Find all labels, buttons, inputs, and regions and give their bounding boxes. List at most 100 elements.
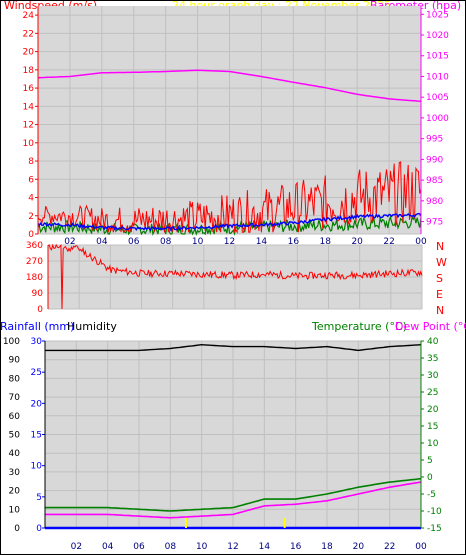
climate-x-tick: 10	[196, 542, 208, 552]
windspeed-tick: 0	[28, 230, 34, 240]
barometer-tick: 1000	[426, 114, 449, 124]
wind-panel: Windspeed (m/s) 24 hour graph day : 22 N…	[4, 0, 461, 247]
dewpoint-line	[45, 481, 422, 519]
temperature-tick-labels: 40 35 30 25 20 15 10 5 0 -5 -10 -15	[421, 337, 442, 534]
rainfall-tick: 5	[36, 493, 42, 503]
compass-label: E	[436, 288, 443, 301]
barometer-tick: 980	[426, 197, 443, 207]
temperature-tick: 5	[427, 456, 433, 466]
rainfall-tick: 10	[31, 462, 43, 472]
humidity-tick: 50	[9, 431, 21, 441]
temperature-tick: 15	[427, 422, 438, 432]
rainfall-axis-label: Rainfall (mm)	[0, 320, 74, 333]
barometer-tick: 985	[426, 176, 443, 186]
humidity-tick: 40	[9, 449, 21, 459]
wind-series-group	[37, 69, 422, 237]
windspeed-tick: 8	[28, 157, 34, 167]
wind-min-line	[37, 215, 422, 237]
temperature-tick: 40	[427, 337, 439, 347]
wind-x-tick: 16	[288, 237, 300, 247]
barometer-tick: 1005	[426, 93, 449, 103]
temperature-tick: -15	[427, 524, 442, 534]
temperature-tick: 0	[427, 473, 433, 483]
windspeed-tick: 22	[23, 29, 34, 39]
climate-x-tick: 00	[415, 542, 427, 552]
windspeed-tick: 20	[23, 48, 35, 58]
humidity-line	[45, 343, 422, 352]
wind-direction-line	[47, 243, 423, 310]
wind-x-tick: 14	[256, 237, 268, 247]
humidity-tick: 20	[9, 487, 21, 497]
barometer-tick: 1020	[426, 31, 449, 41]
climate-x-tick: 02	[71, 542, 82, 552]
humidity-tick: 70	[9, 393, 21, 403]
climate-x-tick-labels: 02 04 06 08 10 12 14 16 18 20 22 00	[71, 542, 427, 552]
wind-average-line	[37, 212, 422, 232]
temperature-tick: 25	[427, 388, 438, 398]
rainfall-tick: 30	[31, 337, 43, 347]
wind-gust-line	[37, 161, 422, 234]
direction-tick: 270	[26, 257, 43, 267]
windspeed-tick: 16	[23, 84, 35, 94]
climate-series-group	[45, 343, 422, 530]
temperature-tick: -5	[427, 490, 436, 500]
barometer-tick-labels: 1025 1020 1015 1010 1005 1000 995 990 985 980 975	[421, 10, 449, 228]
wind-x-tick: 02	[64, 237, 75, 247]
barometer-tick: 990	[426, 155, 443, 165]
wind-gridlines	[38, 6, 422, 235]
humidity-tick: 60	[9, 412, 21, 422]
windspeed-tick: 6	[28, 175, 34, 185]
windspeed-tick: 18	[23, 66, 35, 76]
windspeed-tick: 10	[23, 139, 35, 149]
climate-x-tick: 18	[321, 542, 333, 552]
windspeed-tick: 4	[28, 194, 34, 204]
compass-label: S	[436, 272, 443, 285]
temperature-axis-label: Temperature (°C)	[311, 320, 407, 333]
humidity-axis-label: Humidity	[67, 320, 117, 333]
direction-tick: 0	[37, 305, 43, 315]
rainfall-tick: 25	[31, 368, 42, 378]
climate-x-tick: 12	[227, 542, 238, 552]
windspeed-tick: 12	[23, 121, 34, 131]
climate-x-tick: 14	[259, 542, 271, 552]
climate-x-tick: 16	[290, 542, 302, 552]
climate-x-tick: 22	[384, 542, 395, 552]
direction-tick: 90	[32, 289, 44, 299]
temperature-tick: 35	[427, 354, 438, 364]
direction-series-group	[47, 243, 423, 310]
barometer-line	[37, 69, 422, 103]
barometer-tick: 1015	[426, 52, 449, 62]
humidity-tick: 90	[9, 356, 21, 366]
climate-x-tick: 20	[353, 542, 365, 552]
wind-x-tick: 10	[192, 237, 204, 247]
compass-label: N	[436, 240, 444, 253]
windspeed-tick: 24	[23, 11, 35, 21]
wind-x-tick: 08	[160, 237, 172, 247]
temperature-line	[45, 477, 422, 512]
direction-tick: 180	[26, 273, 43, 283]
dewpoint-axis-label: Dew Point (°C)	[395, 320, 466, 333]
direction-tick: 360	[26, 241, 43, 251]
humidity-tick: 100	[3, 337, 20, 347]
rainfall-tick: 20	[31, 399, 43, 409]
barometer-tick: 975	[426, 218, 443, 228]
wind-x-tick: 12	[224, 237, 235, 247]
wind-x-tick-labels: 02 04 06 08 10 12 14 16 18 20 22 00	[64, 237, 427, 247]
humidity-tick: 10	[9, 505, 21, 515]
rainfall-tick: 15	[31, 431, 42, 441]
climate-x-tick: 08	[165, 542, 177, 552]
wind-x-tick: 06	[128, 237, 140, 247]
wind-x-tick: 00	[415, 237, 427, 247]
rainfall-tick: 0	[36, 524, 42, 534]
wind-x-tick: 18	[320, 237, 332, 247]
direction-gridlines	[48, 244, 423, 310]
climate-x-tick: 06	[133, 542, 145, 552]
temperature-tick: -10	[427, 507, 442, 517]
compass-label: N	[436, 304, 444, 317]
temperature-tick: 20	[427, 405, 439, 415]
